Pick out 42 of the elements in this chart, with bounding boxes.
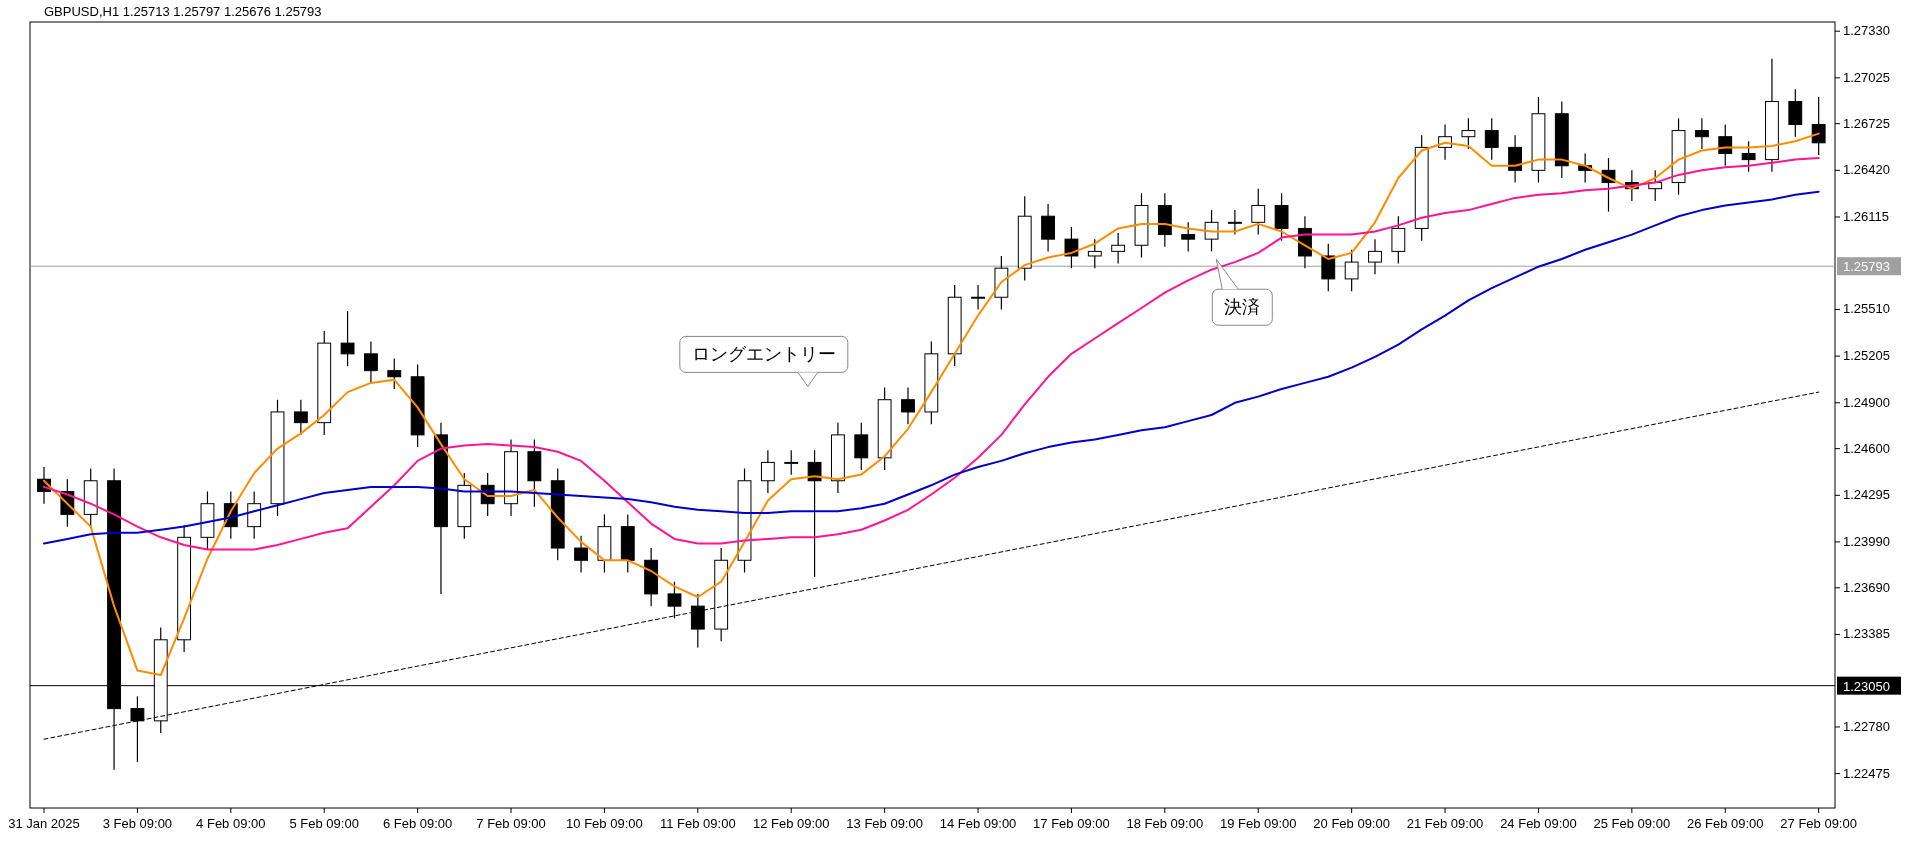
chart-title: GBPUSD,H1 1.25713 1.25797 1.25676 1.25793 bbox=[44, 4, 322, 19]
y-tick-label: 1.23990 bbox=[1843, 533, 1890, 549]
annotation: 決済 bbox=[1224, 296, 1261, 318]
x-tick-label: 19 Feb 09:00 bbox=[1219, 816, 1297, 831]
callout: ロングエントリー bbox=[679, 335, 849, 387]
y-tick-label: 1.22475 bbox=[1843, 765, 1890, 781]
y-tick-label: 1.24600 bbox=[1843, 440, 1890, 456]
x-tick-label: 11 Feb 09:00 bbox=[660, 816, 736, 831]
y-tick-label: 1.25510 bbox=[1843, 301, 1890, 317]
x-tick-label: 31 Jan 2025 bbox=[8, 816, 80, 831]
y-tick-label: 1.25205 bbox=[1843, 348, 1890, 364]
x-tick-label: 18 Feb 09:00 bbox=[1126, 816, 1204, 831]
x-tick-label: 7 Feb 09:00 bbox=[476, 816, 546, 831]
y-tick-label: 1.22780 bbox=[1843, 718, 1890, 734]
x-tick-label: 21 Feb 09:00 bbox=[1406, 816, 1484, 831]
y-tick-label: 1.23385 bbox=[1843, 626, 1890, 642]
ref-line-label: 1.25793 bbox=[1843, 259, 1890, 275]
x-tick-label: 3 Feb 09:00 bbox=[102, 816, 173, 831]
x-tick-label: 27 Feb 09:00 bbox=[1780, 816, 1857, 831]
x-tick-label: 26 Feb 09:00 bbox=[1686, 816, 1764, 831]
x-tick-label: 5 Feb 09:00 bbox=[289, 816, 359, 831]
y-tick-label: 1.27025 bbox=[1843, 69, 1890, 85]
x-tick-label: 4 Feb 09:00 bbox=[196, 816, 266, 831]
callout: 決済 bbox=[1211, 258, 1273, 326]
y-tick-label: 1.27330 bbox=[1843, 23, 1890, 39]
x-tick-label: 25 Feb 09:00 bbox=[1593, 816, 1671, 831]
x-tick-label: 6 Feb 09:00 bbox=[382, 816, 453, 831]
y-tick-label: 1.24900 bbox=[1843, 394, 1890, 410]
y-tick-label: 1.26420 bbox=[1843, 162, 1890, 178]
y-tick-label: 1.26115 bbox=[1843, 208, 1890, 224]
annotation: ロングエントリー bbox=[691, 343, 836, 365]
y-tick-label: 1.26725 bbox=[1843, 115, 1890, 131]
x-tick-label: 10 Feb 09:00 bbox=[566, 816, 643, 831]
x-tick-label: 14 Feb 09:00 bbox=[939, 816, 1017, 831]
y-tick-label: 1.24295 bbox=[1843, 487, 1890, 503]
ref-line-label: 1.23050 bbox=[1843, 678, 1890, 694]
x-tick-label: 12 Feb 09:00 bbox=[752, 816, 830, 831]
x-tick-label: 20 Feb 09:00 bbox=[1313, 816, 1390, 831]
x-tick-label: 24 Feb 09:00 bbox=[1500, 816, 1577, 831]
y-tick-label: 1.23690 bbox=[1843, 579, 1890, 595]
x-tick-label: 17 Feb 09:00 bbox=[1033, 816, 1110, 831]
x-tick-label: 13 Feb 09:00 bbox=[846, 816, 923, 831]
